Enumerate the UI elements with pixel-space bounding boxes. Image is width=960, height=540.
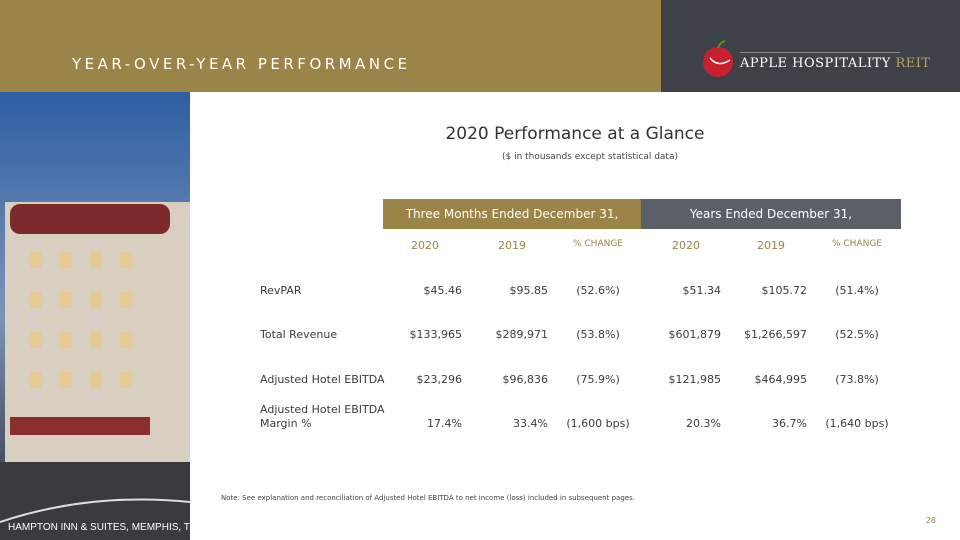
cell: $289,971	[495, 328, 549, 341]
cell: $23,296	[416, 373, 463, 386]
logo-icon	[703, 40, 733, 77]
content-title: 2020 Performance at a Glance	[445, 124, 705, 144]
column-header: % CHANGE	[831, 239, 882, 249]
cell: (1,640 bps)	[825, 417, 889, 430]
cell: $464,995	[754, 373, 808, 386]
logo-name: APPLE HOSPITALITY	[740, 56, 891, 71]
content-subtitle: ($ in thousands except statistical data)	[501, 152, 678, 162]
column-header: % CHANGE	[572, 239, 623, 249]
row-label: Adjusted Hotel EBITDA	[260, 403, 385, 416]
photo	[0, 92, 190, 540]
cell: 33.4%	[513, 417, 548, 430]
cell: (52.6%)	[576, 284, 620, 297]
column-header: 2020	[672, 239, 700, 252]
header-title: YEAR-OVER-YEAR PERFORMANCE	[72, 55, 411, 73]
cell: $45.46	[423, 284, 463, 297]
cell: $1,266,597	[744, 328, 807, 341]
page-number: 28	[925, 516, 936, 525]
row-label: Total Revenue	[260, 328, 338, 341]
cell: (53.8%)	[576, 328, 620, 341]
row-label: Adjusted Hotel EBITDA	[260, 373, 385, 386]
cell: 36.7%	[772, 417, 807, 430]
row-label: Margin %	[260, 417, 312, 430]
logo-rule	[740, 52, 900, 53]
cell: $96,836	[502, 373, 549, 386]
logo-band	[661, 0, 960, 92]
header-band	[0, 0, 661, 92]
cell: $601,879	[668, 328, 722, 341]
cell: $133,965	[409, 328, 463, 341]
group-header: Years Ended December 31,	[641, 199, 901, 229]
group-header: Three Months Ended December 31,	[383, 199, 641, 229]
logo-text: APPLE HOSPITALITY REIT	[740, 56, 931, 71]
column-header: 2020	[411, 239, 439, 252]
footnote: Note: See explanation and reconciliation…	[221, 494, 635, 502]
cell: 20.3%	[686, 417, 721, 430]
column-header: 2019	[498, 239, 526, 252]
cell: $95.85	[509, 284, 549, 297]
cell: $51.34	[682, 284, 722, 297]
column-header: 2019	[757, 239, 785, 252]
cell: (73.8%)	[835, 373, 879, 386]
cell: $121,985	[668, 373, 722, 386]
logo-suffix: REIT	[895, 56, 931, 71]
cell: 17.4%	[427, 417, 462, 430]
row-label: RevPAR	[260, 284, 302, 297]
cell: (75.9%)	[576, 373, 620, 386]
cell: (51.4%)	[835, 284, 879, 297]
cell: $105.72	[761, 284, 808, 297]
cell: (52.5%)	[835, 328, 879, 341]
cell: (1,600 bps)	[566, 417, 630, 430]
photo-caption: HAMPTON INN & SUITES, MEMPHIS, TN	[8, 522, 198, 533]
